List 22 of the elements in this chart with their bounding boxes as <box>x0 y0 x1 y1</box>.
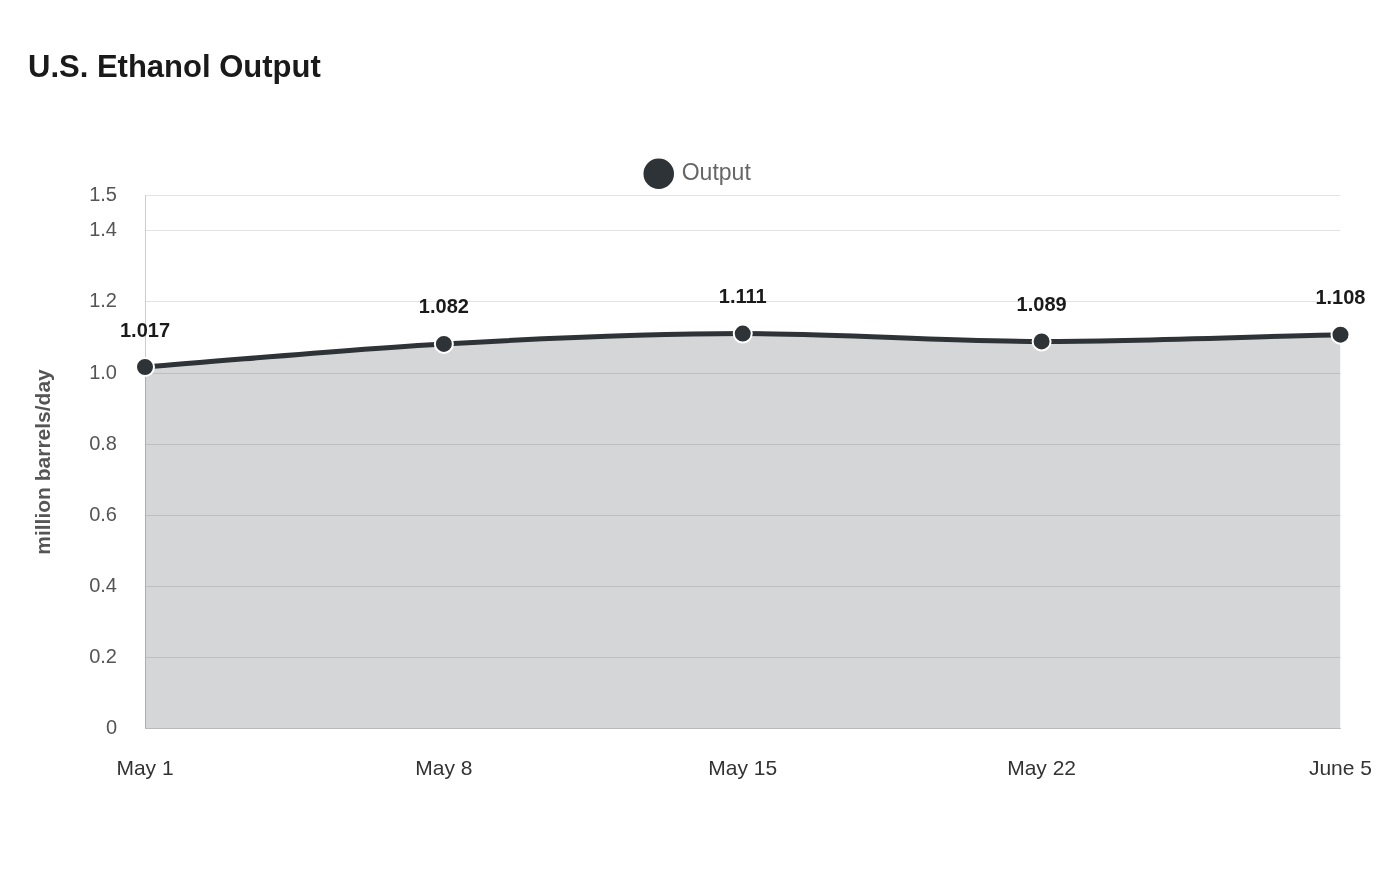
y-tick-label: 1.5 <box>89 182 117 205</box>
x-tick-label: May 8 <box>415 756 473 780</box>
legend-label: Output <box>681 159 752 186</box>
data-label: 1.017 <box>119 318 171 341</box>
data-label: 1.111 <box>718 285 767 308</box>
data-label: 1.082 <box>418 295 469 318</box>
y-tick-label: 0 <box>105 716 117 739</box>
y-axis-title: million barrels/day <box>31 368 55 555</box>
y-tick-label: 0.8 <box>89 431 117 454</box>
x-tick-label: May 1 <box>116 756 174 780</box>
x-tick-label: May 15 <box>708 756 778 780</box>
data-label: 1.108 <box>1315 286 1366 309</box>
y-tick-label: 0.4 <box>89 574 117 597</box>
chart-title: U.S. Ethanol Output <box>28 49 321 85</box>
data-label: 1.089 <box>1016 292 1067 315</box>
y-tick-label: 1.0 <box>89 360 117 383</box>
x-tick-label: June 5 <box>1308 756 1373 780</box>
y-tick-label: 0.2 <box>89 645 117 668</box>
y-tick-label: 1.4 <box>89 218 117 241</box>
y-tick-label: 0.6 <box>89 502 117 525</box>
y-tick-label: 1.2 <box>89 289 117 312</box>
x-tick-label: May 22 <box>1007 756 1077 780</box>
